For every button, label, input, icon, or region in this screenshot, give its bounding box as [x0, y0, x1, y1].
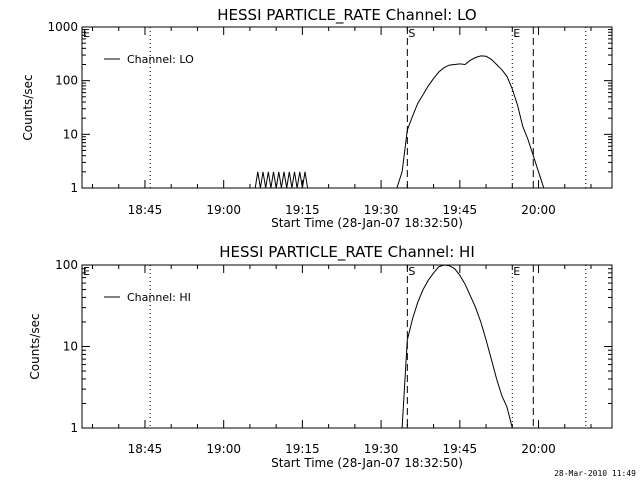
panel-2-xtick-label: 18:45	[128, 442, 163, 456]
panel-1-xtick-label: 19:00	[206, 203, 241, 217]
panel-2-marker-label: E	[513, 265, 520, 278]
panel-1-legend-label: Channel: LO	[127, 53, 194, 66]
panel-2-series-line	[401, 264, 513, 429]
panel-2-legend-label: Channel: HI	[127, 291, 191, 304]
panel-1-xlabel: Start Time (28-Jan-07 18:32:50)	[271, 216, 463, 230]
panel-1-marker-label: E	[513, 27, 520, 40]
panel-1-xtick-label: 19:30	[364, 203, 399, 217]
panel-2-frame	[81, 264, 613, 429]
panel-1-ylabel: Counts/sec	[21, 74, 35, 140]
panel-2-ytick-label: 1	[70, 421, 78, 435]
panel-2-ylabel: Counts/sec	[28, 313, 42, 379]
panel-1-ytick-label: 1	[70, 181, 78, 195]
panel-1-frame	[81, 26, 613, 189]
panel-1-marker-label: S	[408, 27, 415, 40]
panel-2-xtick-label: 20:00	[521, 442, 556, 456]
panel-2-xtick-label: 19:45	[443, 442, 478, 456]
panel-1-ytick-label: 10	[63, 127, 78, 141]
footer-timestamp: 28-Mar-2010 11:49	[554, 469, 636, 478]
panel-1-xtick-label: 20:00	[521, 203, 556, 217]
panel-2-marker-label: E	[83, 265, 90, 278]
panel-1-series-line	[254, 55, 545, 189]
panel-1-xtick-label: 18:45	[128, 203, 163, 217]
panel-1-ytick-label: 100	[55, 74, 78, 88]
panel-2-xtick-label: 19:15	[285, 442, 320, 456]
panel-1-marker-label: E	[83, 27, 90, 40]
panel-1-xtick-label: 19:45	[443, 203, 478, 217]
panel-1-ytick-label: 1000	[47, 20, 78, 34]
panel-2-ytick-label: 100	[55, 258, 78, 272]
panel-1-title: HESSI PARTICLE_RATE Channel: LO	[217, 6, 476, 25]
panel-2-xlabel: Start Time (28-Jan-07 18:32:50)	[271, 456, 463, 470]
panel-2-title: HESSI PARTICLE_RATE Channel: HI	[219, 243, 475, 262]
panel-1-xtick-label: 19:15	[285, 203, 320, 217]
panel-2-xtick-label: 19:00	[206, 442, 241, 456]
panel-2-marker-label: S	[408, 265, 415, 278]
panel-2-ytick-label: 10	[63, 340, 78, 354]
panel-2-xtick-label: 19:30	[364, 442, 399, 456]
